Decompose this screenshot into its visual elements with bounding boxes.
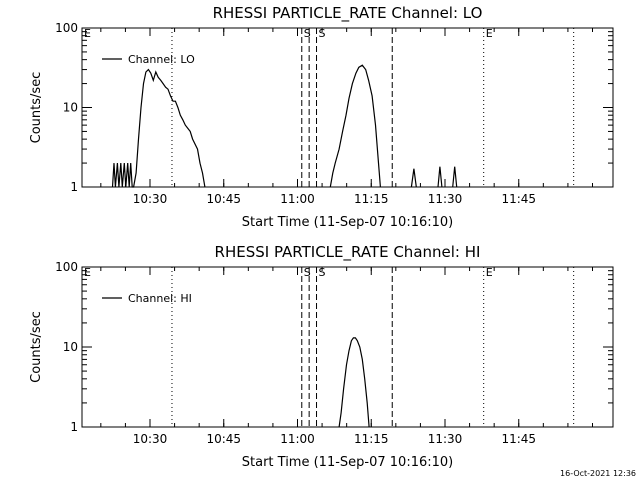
x-tick-label: 11:15 [354,432,389,446]
x-tick-label: 10:30 [133,192,168,206]
marker-label: S [304,27,311,40]
y-tick-label: 1 [70,180,78,194]
y-axis-label: Counts/sec [29,311,44,383]
plot-frame [81,266,614,428]
marker-label: S [319,27,326,40]
x-tick-label: 10:45 [206,192,241,206]
series-line [338,337,370,428]
marker-label: E [486,266,493,279]
marker-label: S [304,266,311,279]
x-tick-label: 11:45 [501,192,536,206]
y-tick-label: 100 [55,21,78,35]
x-tick-label: 11:00 [280,432,315,446]
lo-channel-panel: RHESSI PARTICLE_RATE Channel: LO Start Ti… [29,4,614,230]
marker-label: S [319,266,326,279]
x-tick-label: 10:30 [133,432,168,446]
x-tick-label: 11:00 [280,192,315,206]
y-tick-label: 10 [63,101,78,115]
y-tick-label: 1 [70,420,78,434]
footer-timestamp: 16-Oct-2021 12:36 [560,469,636,478]
x-axis-label: Start Time (11-Sep-07 10:16:10) [242,215,453,230]
x-tick-label: 11:30 [428,192,463,206]
marker-label: E [84,266,91,279]
marker-label: E [84,27,91,40]
chart-title: RHESSI PARTICLE_RATE Channel: LO [213,4,483,23]
y-axis-label: Counts/sec [29,72,44,144]
marker-label: E [486,27,493,40]
series-line [111,64,458,188]
x-axis-label: Start Time (11-Sep-07 10:16:10) [242,455,453,470]
x-tick-label: 10:45 [206,432,241,446]
chart-title: RHESSI PARTICLE_RATE Channel: HI [215,243,481,262]
legend-label: Channel: HI [128,292,192,305]
x-tick-label: 11:45 [501,432,536,446]
x-tick-label: 11:15 [354,192,389,206]
x-tick-label: 11:30 [428,432,463,446]
y-tick-label: 10 [63,340,78,354]
y-tick-label: 100 [55,260,78,274]
hi-channel-panel: RHESSI PARTICLE_RATE Channel: HI Start Ti… [29,243,614,470]
legend-label: Channel: LO [128,53,195,66]
